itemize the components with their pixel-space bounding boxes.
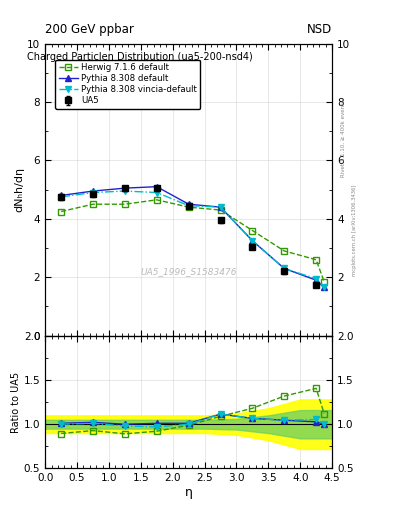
- Pythia 8.308 default: [59, 193, 64, 199]
- Pythia 8.308 default: [282, 265, 286, 271]
- Text: mcplots.cern.ch [arXiv:1306.3436]: mcplots.cern.ch [arXiv:1306.3436]: [352, 185, 357, 276]
- Pythia 8.308 vincia-default: [250, 238, 255, 244]
- Y-axis label: dNₕh/dη: dNₕh/dη: [15, 167, 24, 212]
- Herwig 7.1.6 default: [123, 201, 127, 207]
- Pythia 8.308 default: [314, 277, 318, 283]
- X-axis label: η: η: [185, 486, 193, 499]
- Herwig 7.1.6 default: [186, 204, 191, 210]
- Pythia 8.308 vincia-default: [282, 265, 286, 271]
- Pythia 8.308 vincia-default: [186, 203, 191, 209]
- Herwig 7.1.6 default: [218, 207, 223, 213]
- Text: 200 GeV ppbar: 200 GeV ppbar: [45, 23, 134, 36]
- Text: UA5_1996_S1583476: UA5_1996_S1583476: [140, 267, 237, 276]
- Pythia 8.308 vincia-default: [322, 284, 327, 290]
- Pythia 8.308 vincia-default: [218, 204, 223, 210]
- Line: Pythia 8.308 vincia-default: Pythia 8.308 vincia-default: [58, 187, 328, 291]
- Line: Pythia 8.308 default: Pythia 8.308 default: [58, 183, 328, 291]
- Pythia 8.308 default: [322, 284, 327, 290]
- Pythia 8.308 vincia-default: [91, 189, 95, 196]
- Text: Rivet 3.1.10, ≥ 400k events: Rivet 3.1.10, ≥ 400k events: [341, 100, 346, 177]
- Pythia 8.308 default: [186, 201, 191, 207]
- Herwig 7.1.6 default: [282, 248, 286, 254]
- Y-axis label: Ratio to UA5: Ratio to UA5: [11, 372, 21, 433]
- Pythia 8.308 vincia-default: [154, 189, 159, 196]
- Legend: Herwig 7.1.6 default, Pythia 8.308 default, Pythia 8.308 vincia-default, UA5: Herwig 7.1.6 default, Pythia 8.308 defau…: [55, 59, 200, 109]
- Pythia 8.308 default: [250, 238, 255, 244]
- Herwig 7.1.6 default: [59, 208, 64, 215]
- Herwig 7.1.6 default: [154, 197, 159, 203]
- Pythia 8.308 vincia-default: [314, 275, 318, 282]
- Pythia 8.308 default: [123, 185, 127, 191]
- Pythia 8.308 default: [91, 188, 95, 194]
- Line: Herwig 7.1.6 default: Herwig 7.1.6 default: [58, 197, 328, 285]
- Pythia 8.308 vincia-default: [59, 194, 64, 200]
- Herwig 7.1.6 default: [314, 257, 318, 263]
- Herwig 7.1.6 default: [322, 279, 327, 285]
- Herwig 7.1.6 default: [91, 201, 95, 207]
- Pythia 8.308 default: [218, 204, 223, 210]
- Herwig 7.1.6 default: [250, 227, 255, 233]
- Text: Charged Particleη Distribution (ua5-200-nsd4): Charged Particleη Distribution (ua5-200-…: [27, 52, 253, 62]
- Pythia 8.308 vincia-default: [123, 188, 127, 194]
- Text: NSD: NSD: [307, 23, 332, 36]
- Pythia 8.308 default: [154, 184, 159, 190]
